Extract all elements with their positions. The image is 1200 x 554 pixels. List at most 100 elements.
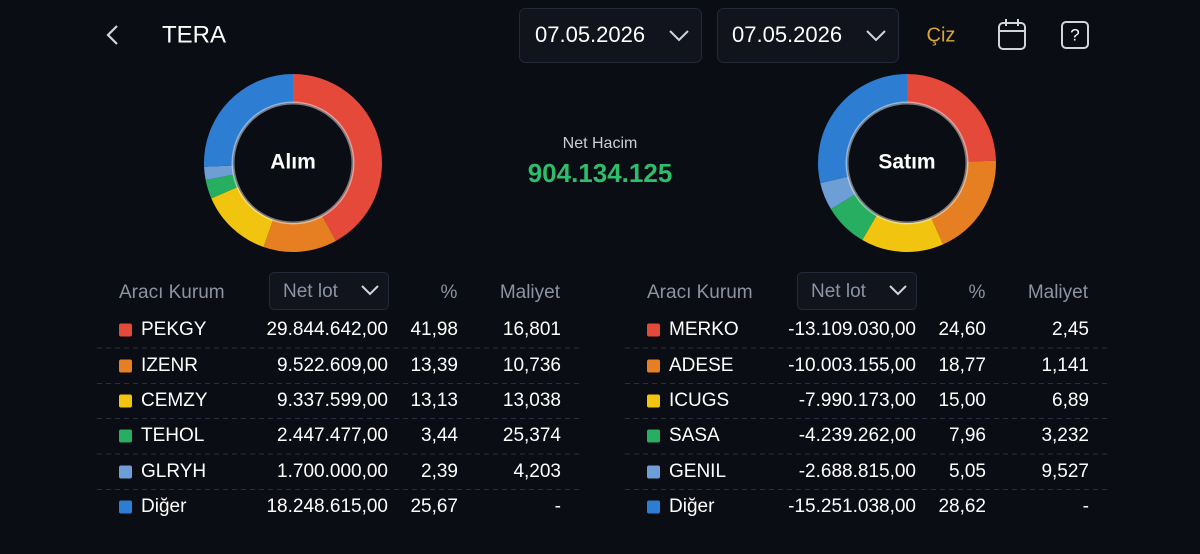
date-to-text: 07.05.2026 — [732, 22, 842, 47]
column-header: % — [441, 282, 458, 303]
donut-label: Alım — [270, 151, 316, 174]
percent: 18,77 — [938, 355, 986, 376]
cost: 13,038 — [503, 390, 561, 411]
broker-name: Diğer — [141, 496, 187, 517]
net-lot: -4.239.262,00 — [799, 425, 916, 446]
legend-swatch — [119, 323, 132, 337]
net-lot: 29.844.642,00 — [266, 319, 388, 340]
percent: 13,13 — [410, 390, 458, 411]
net-lot: 18.248.615,00 — [266, 496, 388, 517]
net-lot: -13.109.030,00 — [788, 319, 916, 340]
percent: 13,39 — [410, 355, 458, 376]
cost: 4,203 — [513, 461, 561, 482]
legend-swatch — [647, 465, 660, 479]
cost: 16,801 — [503, 319, 561, 340]
cost: 9,527 — [1041, 461, 1089, 482]
donut-segment — [205, 174, 239, 199]
net-lot: 2.447.477,00 — [277, 425, 388, 446]
donut-segment — [263, 215, 336, 252]
donut-segment — [204, 165, 235, 181]
date-to[interactable]: 07.05.2026 — [717, 8, 899, 63]
sort-dropdown[interactable]: Net lot — [269, 272, 389, 310]
column-header: Aracı Kurum — [647, 282, 753, 303]
dropdown-chevron — [361, 285, 379, 296]
donut-segment — [818, 74, 908, 184]
net-lot: 1.700.000,00 — [277, 461, 388, 482]
net-volume-value: 904.134.125 — [528, 158, 673, 188]
broker-name: TEHOL — [141, 425, 204, 446]
donut-segment — [204, 74, 294, 167]
net-lot: 9.522.609,00 — [277, 355, 388, 376]
back-button[interactable] — [106, 25, 118, 45]
broker-name: MERKO — [669, 319, 739, 340]
net-lot: -2.688.815,00 — [799, 461, 916, 482]
cost: 3,232 — [1041, 425, 1089, 446]
net-lot: -15.251.038,00 — [788, 496, 916, 517]
donut-segment — [906, 74, 996, 163]
broker-name: GENIL — [669, 461, 726, 482]
legend-swatch — [119, 465, 132, 479]
donut-segment — [930, 160, 996, 245]
legend-swatch — [119, 429, 132, 443]
legend-swatch — [647, 323, 660, 337]
cost: 2,45 — [1052, 319, 1089, 340]
cost: 1,141 — [1041, 355, 1089, 376]
percent: 41,98 — [410, 319, 458, 340]
percent: 28,62 — [938, 496, 986, 517]
broker-name: GLRYH — [141, 461, 206, 482]
sort-dropdown[interactable]: Net lot — [797, 272, 917, 310]
column-header: % — [969, 282, 986, 303]
percent: 24,60 — [938, 319, 986, 340]
dropdown-box — [269, 272, 389, 310]
cost: - — [1083, 496, 1089, 517]
svg-text:?: ? — [1070, 25, 1079, 44]
donut-inner-ring — [845, 101, 969, 225]
dropdown-chevron — [889, 285, 907, 296]
net-volume-label: Net Hacim — [563, 135, 638, 152]
percent: 15,00 — [938, 390, 986, 411]
broker-name: Diğer — [669, 496, 715, 517]
column-header: Aracı Kurum — [119, 282, 225, 303]
dropdown-box — [797, 272, 917, 310]
broker-name: IZENR — [141, 355, 198, 376]
donut-segment — [292, 74, 382, 241]
cost: 6,89 — [1052, 390, 1089, 411]
broker-name: ADESE — [669, 355, 733, 376]
donut-segment — [830, 193, 878, 240]
legend-swatch — [647, 500, 660, 514]
dropdown-text: Net lot — [811, 281, 867, 302]
column-header: Maliyet — [1028, 282, 1089, 303]
donut-segment — [820, 175, 856, 210]
legend-swatch — [119, 359, 132, 373]
cost: 25,374 — [503, 425, 562, 446]
donut-segment — [862, 214, 944, 252]
calendar-button[interactable] — [998, 19, 1026, 50]
cost: 10,736 — [503, 355, 561, 376]
dropdown-text: Net lot — [283, 281, 339, 302]
draw-button[interactable]: Çiz — [927, 24, 956, 46]
legend-swatch — [647, 359, 660, 373]
percent: 5,05 — [949, 461, 986, 482]
page-title: TERA — [162, 21, 226, 48]
donut-label: Satım — [878, 151, 935, 174]
legend-swatch — [647, 429, 660, 443]
percent: 3,44 — [421, 425, 458, 446]
broker-name: CEMZY — [141, 390, 208, 411]
donut-inner-ring — [231, 101, 355, 225]
broker-name: SASA — [669, 425, 720, 446]
donut-segment — [211, 186, 274, 247]
help-button[interactable]: ? — [1061, 21, 1089, 49]
legend-swatch — [647, 394, 660, 408]
date-from-text: 07.05.2026 — [535, 22, 645, 47]
date-from[interactable]: 07.05.2026 — [519, 8, 702, 63]
net-lot: -10.003.155,00 — [788, 355, 916, 376]
legend-swatch — [119, 394, 132, 408]
percent: 2,39 — [421, 461, 458, 482]
percent: 7,96 — [949, 425, 986, 446]
legend-swatch — [119, 500, 132, 514]
broker-name: ICUGS — [669, 390, 729, 411]
column-header: Maliyet — [500, 282, 561, 303]
percent: 25,67 — [410, 496, 458, 517]
